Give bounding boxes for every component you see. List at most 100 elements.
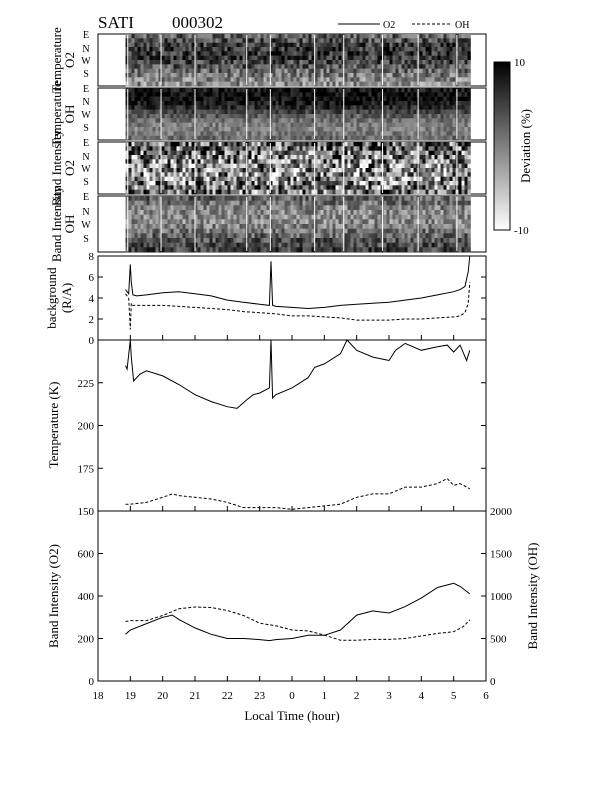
keogram-cell [306,127,309,132]
keogram-cell [420,142,423,147]
keogram-cell [465,73,468,78]
keogram-cell [180,210,183,215]
keogram-cell [429,190,432,195]
keogram-cell [138,56,141,61]
keogram-cell [264,219,267,224]
keogram-cell [345,34,348,39]
keogram-cell [264,215,267,220]
keogram-cell [462,77,465,82]
keogram-cell [279,247,282,252]
keogram-cell [366,131,369,136]
keogram-cell [213,164,216,169]
keogram-cell [132,43,135,48]
keogram-cell [261,190,264,195]
keogram-cell [297,164,300,169]
keogram-cell [285,155,288,160]
keogram-cell [432,177,435,182]
keogram-cell [162,224,165,229]
keogram-cell [345,114,348,119]
keogram-cell [447,38,450,43]
keogram-cell [294,127,297,132]
keogram-cell [252,110,255,115]
keogram-cell [147,56,150,61]
keogram-cell [255,196,258,201]
keogram-cell [279,136,282,141]
keogram-cell [210,123,213,128]
keogram-cell [186,118,189,123]
keogram-cell [243,229,246,234]
keogram-cell [393,38,396,43]
keogram-cell [369,127,372,132]
keogram-cell [186,146,189,151]
keogram-cell [285,201,288,206]
keogram-cell [252,247,255,252]
keogram-cell [213,190,216,195]
keogram-cell [384,151,387,156]
keogram-cell [147,181,150,186]
keogram-cell [177,114,180,119]
keogram-cell [339,146,342,151]
keogram-cell [336,181,339,186]
keogram-cell [237,114,240,119]
keogram-cell [372,38,375,43]
keogram-label-line2: OH [62,105,77,124]
keogram-cell [147,233,150,238]
keogram-cell [438,56,441,61]
keogram-cell [189,38,192,43]
keogram-cell [219,151,222,156]
keogram-cell [273,47,276,52]
keogram-cell [453,151,456,156]
keogram-cell [372,92,375,97]
keogram-cell [261,177,264,182]
keogram-cell [243,73,246,78]
keogram-cell [282,215,285,220]
keogram-cell [210,151,213,156]
keogram-cell [402,185,405,190]
keogram-cell [237,127,240,132]
keogram-cell [261,118,264,123]
keogram-cell [252,142,255,147]
keogram-cell [444,92,447,97]
keogram-cell [396,185,399,190]
keogram-cell [357,101,360,106]
keogram-cell [276,88,279,93]
keogram-cell [186,229,189,234]
keogram-cell [201,47,204,52]
keogram-cell [420,185,423,190]
keogram-cell [198,101,201,106]
keogram-cell [189,229,192,234]
keogram-cell [291,34,294,39]
keogram-cell [435,110,438,115]
keogram-cell [336,168,339,173]
keogram-cell [237,34,240,39]
keogram-cell [252,177,255,182]
keogram-cell [204,97,207,102]
keogram-cell [435,168,438,173]
keogram-cell [129,69,132,74]
keogram-cell [228,43,231,48]
keogram-cell [165,136,168,141]
keogram-cell [228,73,231,78]
keogram-cell [306,43,309,48]
keogram-cell [330,190,333,195]
keogram-cell [258,110,261,115]
keogram-cell [168,114,171,119]
keogram-cell [135,101,138,106]
keogram-cell [294,118,297,123]
keogram-cell [171,101,174,106]
keogram-cell [438,73,441,78]
keogram-cell [216,238,219,243]
keogram-cell [369,146,372,151]
keogram-cell [369,105,372,110]
keogram-cell [369,82,372,87]
keogram-cell [189,60,192,65]
keogram-cell [255,64,258,69]
keogram-cell [147,114,150,119]
keogram-cell [462,101,465,106]
keogram-cell [402,77,405,82]
keogram-cell [207,43,210,48]
keogram-cell [405,43,408,48]
keogram-cell [231,238,234,243]
keogram-cell [219,181,222,186]
keogram-cell [468,164,471,169]
